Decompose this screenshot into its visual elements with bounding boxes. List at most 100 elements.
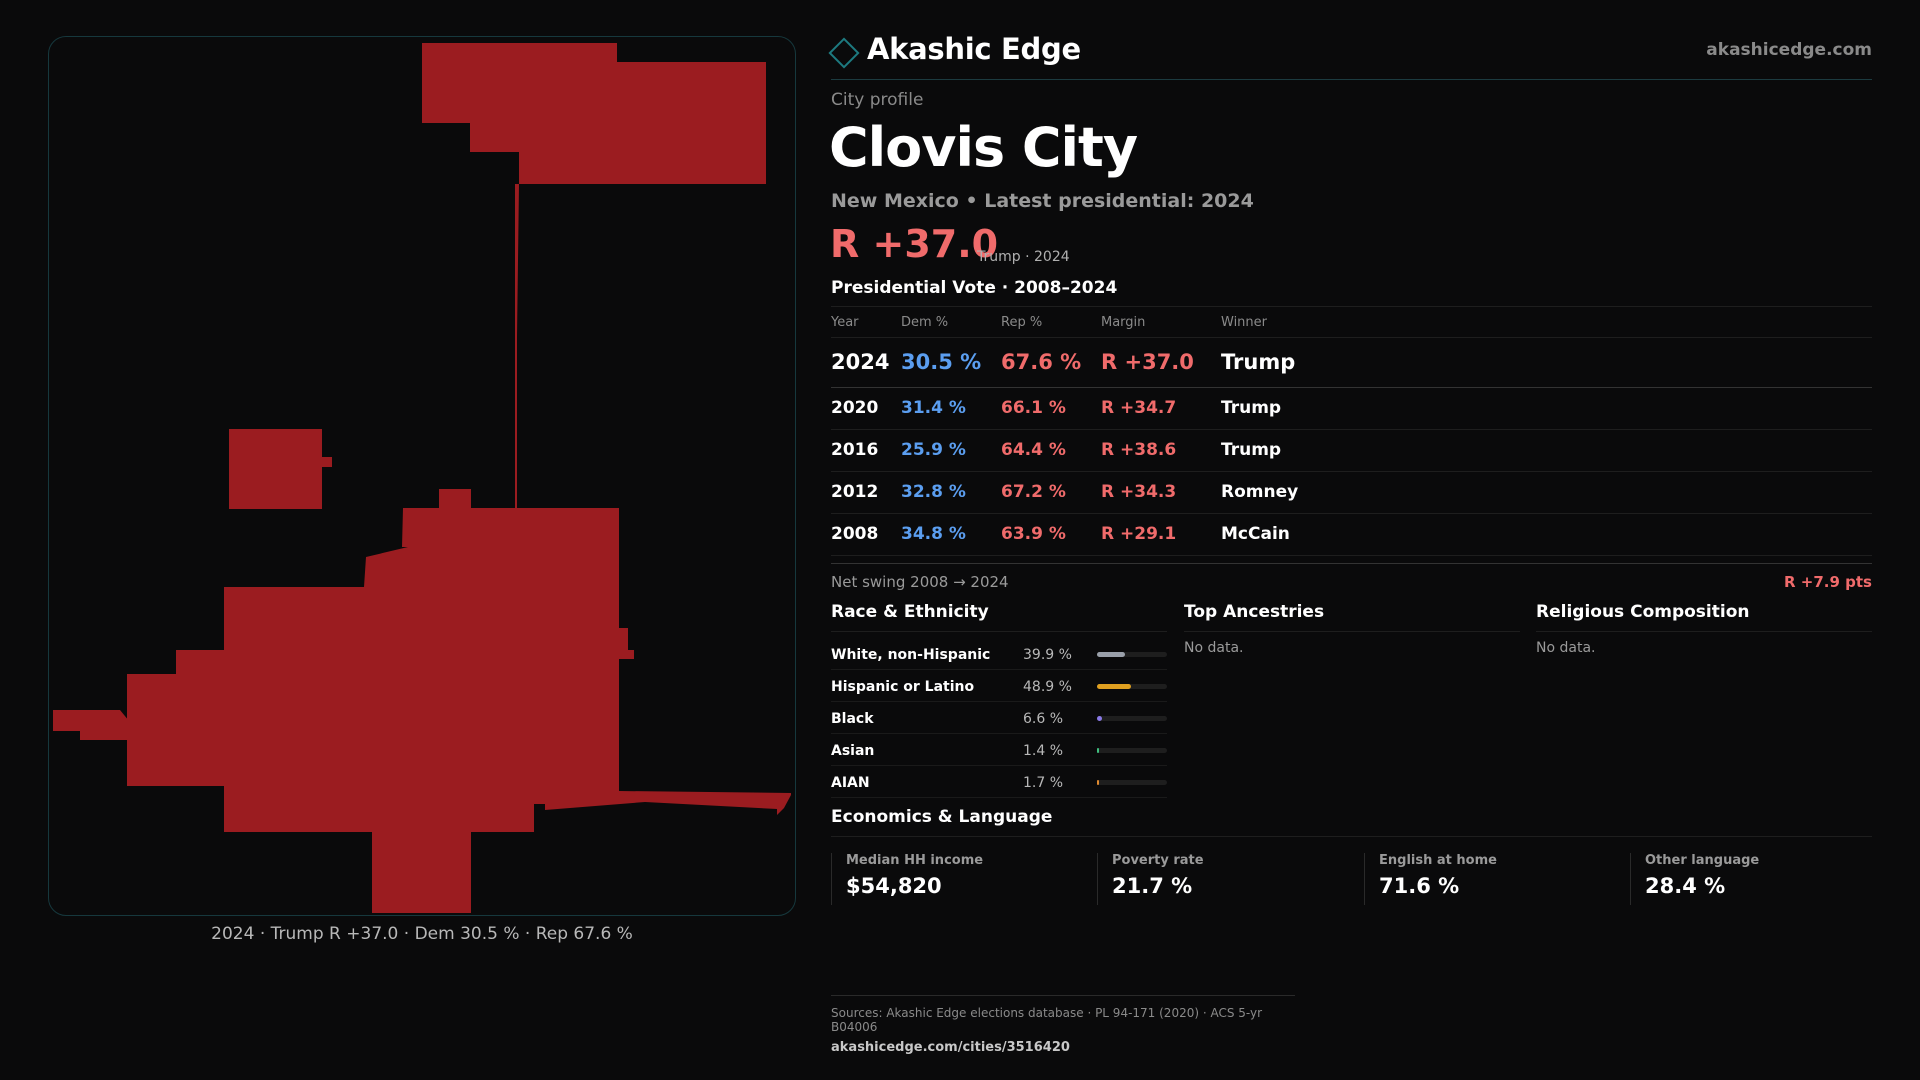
table-row: 2020 31.4 % 66.1 % R +34.7 Trump — [831, 388, 1872, 430]
table-row: 2024 30.5 % 67.6 % R +37.0 Trump — [831, 338, 1872, 388]
header-year: Year — [831, 315, 859, 330]
diamond-logo-icon — [828, 37, 860, 69]
race-row: Hispanic or Latino 48.9 % — [831, 670, 1167, 702]
race-title: Race & Ethnicity — [831, 602, 1167, 632]
footer-url-link[interactable]: akashicedge.com/cities/3516420 — [831, 1040, 1070, 1055]
net-swing-label: Net swing 2008 → 2024 — [831, 573, 1009, 591]
brand-name[interactable]: Akashic Edge — [867, 32, 1081, 66]
cell-margin: R +34.3 — [1101, 482, 1177, 502]
city-boundary-shape — [53, 43, 791, 913]
header-rep: Rep % — [1001, 315, 1043, 330]
city-boundary-map — [53, 43, 791, 913]
vote-table-title: Presidential Vote · 2008–2024 — [831, 278, 1118, 298]
econ-value: 71.6 % — [1379, 874, 1460, 898]
table-header: Year Dem % Rep % Margin Winner — [831, 306, 1872, 338]
cell-rep: 67.2 % — [1001, 482, 1066, 502]
religion-empty: No data. — [1536, 640, 1596, 656]
cell-dem: 32.8 % — [901, 482, 966, 502]
net-swing-value: R +7.9 pts — [1784, 573, 1872, 591]
cell-winner: Trump — [1221, 440, 1282, 460]
cell-margin: R +34.7 — [1101, 398, 1177, 418]
cell-margin: R +38.6 — [1101, 440, 1177, 460]
cell-winner: Romney — [1221, 482, 1299, 502]
latest-margin-note: Trump · 2024 — [977, 249, 1070, 265]
race-label: White, non-Hispanic — [831, 647, 991, 663]
cell-year: 2024 — [831, 350, 890, 374]
econ-label: Poverty rate — [1112, 853, 1204, 868]
table-row: 2016 25.9 % 64.4 % R +38.6 Trump — [831, 430, 1872, 472]
econ-label: English at home — [1379, 853, 1497, 868]
header-margin: Margin — [1101, 315, 1146, 330]
race-bar-track — [1097, 684, 1167, 689]
religion-section: Religious Composition No data. — [1536, 602, 1872, 656]
cell-margin: R +37.0 — [1101, 350, 1194, 374]
race-pct: 1.7 % — [1023, 775, 1064, 791]
cell-dem: 34.8 % — [901, 524, 966, 544]
econ-cell-other-language: Other language 28.4 % — [1630, 853, 1880, 905]
race-bar-track — [1097, 748, 1167, 753]
cell-dem: 30.5 % — [901, 350, 982, 374]
cell-rep: 67.6 % — [1001, 350, 1082, 374]
cell-rep: 63.9 % — [1001, 524, 1066, 544]
race-bar — [1097, 684, 1131, 689]
econ-value: $54,820 — [846, 874, 942, 898]
cell-year: 2008 — [831, 524, 879, 544]
econ-value: 21.7 % — [1112, 874, 1193, 898]
race-bar — [1097, 780, 1099, 785]
race-bar-track — [1097, 716, 1167, 721]
race-bar — [1097, 652, 1125, 657]
race-pct: 1.4 % — [1023, 743, 1064, 759]
ancestries-title: Top Ancestries — [1184, 602, 1520, 632]
race-bar — [1097, 716, 1102, 721]
cell-winner: Trump — [1221, 398, 1282, 418]
race-row: Asian 1.4 % — [831, 734, 1167, 766]
header-dem: Dem % — [901, 315, 949, 330]
race-label: Hispanic or Latino — [831, 679, 975, 695]
map-caption: 2024 · Trump R +37.0 · Dem 30.5 % · Rep … — [211, 924, 633, 944]
cell-rep: 64.4 % — [1001, 440, 1066, 460]
race-bar-track — [1097, 780, 1167, 785]
economics-title: Economics & Language — [831, 807, 1872, 837]
page-title: Clovis City — [829, 116, 1138, 179]
race-bar-track — [1097, 652, 1167, 657]
site-header: Akashic Edge akashicedge.com — [828, 28, 1872, 80]
page-subtitle: New Mexico • Latest presidential: 2024 — [831, 190, 1254, 212]
cell-dem: 31.4 % — [901, 398, 966, 418]
vote-table: Year Dem % Rep % Margin Winner 2024 30.5… — [831, 306, 1872, 556]
table-row: 2008 34.8 % 63.9 % R +29.1 McCain — [831, 514, 1872, 556]
race-bar — [1097, 748, 1099, 753]
net-swing: Net swing 2008 → 2024 R +7.9 pts — [831, 563, 1872, 601]
latest-margin: R +37.0 — [830, 222, 999, 266]
ancestries-empty: No data. — [1184, 640, 1244, 656]
cell-margin: R +29.1 — [1101, 524, 1177, 544]
econ-cell-english: English at home 71.6 % — [1364, 853, 1614, 905]
race-label: Asian — [831, 743, 875, 759]
cell-year: 2020 — [831, 398, 879, 418]
cell-year: 2012 — [831, 482, 879, 502]
econ-label: Median HH income — [846, 853, 984, 868]
cell-dem: 25.9 % — [901, 440, 966, 460]
econ-value: 28.4 % — [1645, 874, 1726, 898]
cell-year: 2016 — [831, 440, 879, 460]
race-pct: 48.9 % — [1023, 679, 1072, 695]
econ-label: Other language — [1645, 853, 1760, 868]
race-label: AIAN — [831, 775, 870, 791]
econ-cell-income: Median HH income $54,820 — [831, 853, 1081, 905]
city-map[interactable] — [48, 36, 796, 916]
brand-url-link[interactable]: akashicedge.com — [1706, 40, 1872, 60]
race-row: Black 6.6 % — [831, 702, 1167, 734]
race-label: Black — [831, 711, 874, 727]
cell-winner: Trump — [1221, 350, 1296, 374]
header-winner: Winner — [1221, 315, 1268, 330]
footer: Sources: Akashic Edge elections database… — [831, 995, 1295, 1055]
race-pct: 39.9 % — [1023, 647, 1072, 663]
cell-winner: McCain — [1221, 524, 1290, 544]
race-section: Race & Ethnicity White, non-Hispanic 39.… — [831, 602, 1167, 798]
religion-title: Religious Composition — [1536, 602, 1872, 632]
race-pct: 6.6 % — [1023, 711, 1064, 727]
race-row: White, non-Hispanic 39.9 % — [831, 638, 1167, 670]
page-eyebrow: City profile — [831, 90, 924, 110]
table-row: 2012 32.8 % 67.2 % R +34.3 Romney — [831, 472, 1872, 514]
ancestries-section: Top Ancestries No data. — [1184, 602, 1520, 656]
cell-rep: 66.1 % — [1001, 398, 1066, 418]
